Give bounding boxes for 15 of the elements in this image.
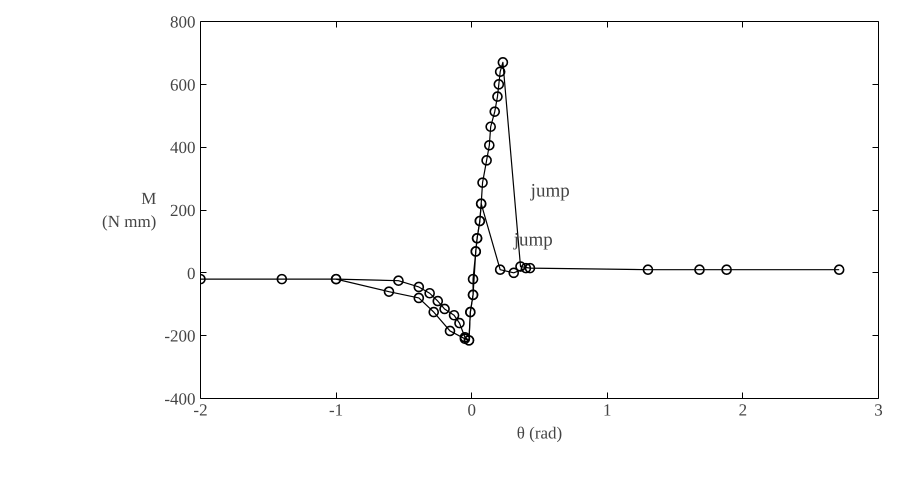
y-tick-label: -400 [164, 390, 196, 408]
y-tick-label: 400 [170, 138, 196, 158]
y-tick-label: 200 [170, 201, 196, 220]
x-tick-label: 3 [874, 400, 883, 420]
y-axis-title: M (N mm) [102, 189, 156, 231]
y-tick-label: 800 [170, 12, 196, 32]
y-tick-label: -200 [164, 326, 196, 346]
x-tick-label: -1 [329, 400, 344, 420]
annotation: jump [530, 180, 570, 202]
y-tick-label: 0 [187, 264, 196, 283]
x-tick-label: 2 [738, 400, 748, 420]
y-tick-label: 600 [170, 75, 196, 94]
x-axis-title: θ (rad) [516, 424, 562, 442]
x-tick-label: 0 [467, 400, 476, 420]
x-tick-label: 1 [603, 400, 612, 420]
